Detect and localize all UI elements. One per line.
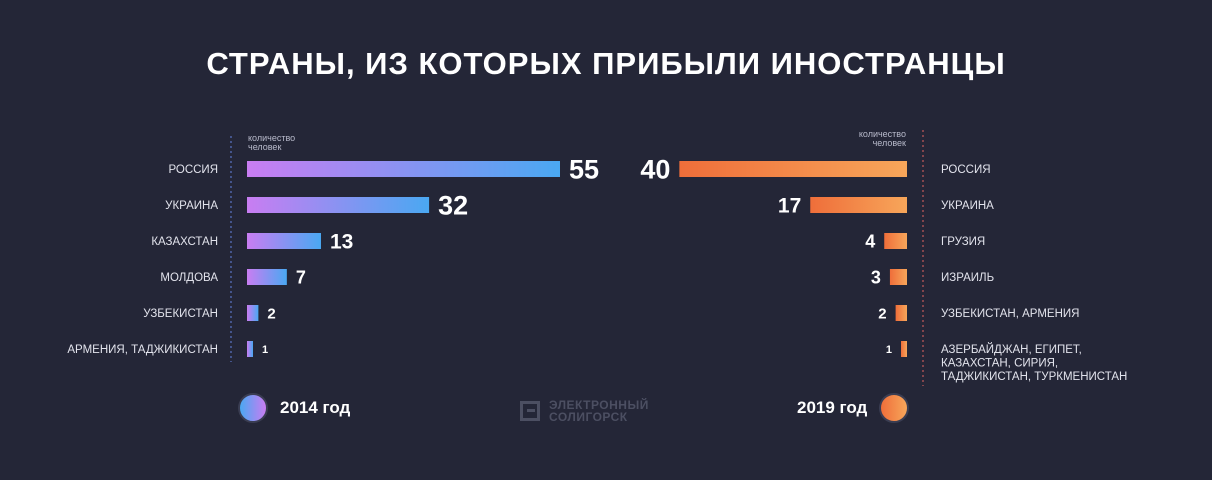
bar-2014 <box>247 161 560 177</box>
value-label-2019: 2 <box>878 305 886 322</box>
bar-2019 <box>679 161 907 177</box>
value-label-2014: 2 <box>267 305 275 322</box>
bar-2014 <box>247 233 321 249</box>
axis-caption-2014: человек <box>248 142 281 152</box>
axis-caption-2019: количество <box>859 129 906 139</box>
category-label-2019: УКРАИНА <box>941 200 994 212</box>
logo-icon <box>520 401 540 421</box>
legend-swatch-2014 <box>238 393 268 423</box>
legend-label-2019: 2019 год <box>797 398 868 417</box>
category-label-2019: КАЗАХСТАН, СИРИЯ, <box>941 358 1058 370</box>
logo-line-2: СОЛИГОРСК <box>549 410 628 424</box>
category-label-2014: УЗБЕКИСТАН <box>143 308 218 320</box>
legend-label-2014: 2014 год <box>280 398 351 417</box>
value-label-2014: 55 <box>569 155 599 185</box>
value-label-2014: 13 <box>330 231 353 254</box>
bar-2014 <box>247 341 253 357</box>
value-label-2014: 32 <box>438 191 468 221</box>
category-label-2014: УКРАИНА <box>165 200 218 212</box>
category-label-2019: ТАДЖИКИСТАН, ТУРКМЕНИСТАН <box>941 371 1127 383</box>
axis-caption-2019: человек <box>873 138 906 148</box>
value-label-2019: 4 <box>865 231 875 251</box>
legend-2019: 2019 год <box>797 392 910 424</box>
value-label-2019: 3 <box>871 267 881 287</box>
category-label-2014: АРМЕНИЯ, ТАДЖИКИСТАН <box>67 344 218 356</box>
bar-2014 <box>247 305 259 321</box>
bar-2019 <box>889 269 907 285</box>
category-label-2019: РОССИЯ <box>941 164 991 176</box>
category-label-2014: КАЗАХСТАН <box>151 236 218 248</box>
value-label-2019: 1 <box>886 344 892 356</box>
bar-2019 <box>884 233 907 249</box>
value-label-2019: 40 <box>640 155 670 185</box>
brand-logo: ЭЛЕКТРОННЫЙ СОЛИГОРСК <box>520 399 649 423</box>
category-label-2014: МОЛДОВА <box>160 272 218 284</box>
value-label-2014: 1 <box>262 344 268 356</box>
value-label-2014: 7 <box>296 267 306 287</box>
logo-line-1: ЭЛЕКТРОННЫЙ <box>549 398 649 412</box>
axis-caption-2014: количество <box>248 133 295 143</box>
bar-2019 <box>901 341 907 357</box>
category-label-2019: ИЗРАИЛЬ <box>941 272 994 284</box>
category-label-2014: РОССИЯ <box>168 164 218 176</box>
category-label-2019: УЗБЕКИСТАН, АРМЕНИЯ <box>941 308 1079 320</box>
bar-2014 <box>247 269 287 285</box>
bar-2014 <box>247 197 430 213</box>
value-label-2019: 17 <box>778 195 801 218</box>
bar-2019 <box>810 197 907 213</box>
category-label-2019: ГРУЗИЯ <box>941 236 985 248</box>
legend-swatch-2019 <box>879 393 910 423</box>
category-label-2019: АЗЕРБАЙДЖАН, ЕГИПЕТ, <box>941 343 1082 356</box>
chart-title: СТРАНЫ, ИЗ КОТОРЫХ ПРИБЫЛИ ИНОСТРАНЦЫ <box>206 46 1006 81</box>
legend-2014: 2014 год <box>238 392 350 424</box>
bar-2019 <box>895 305 907 321</box>
